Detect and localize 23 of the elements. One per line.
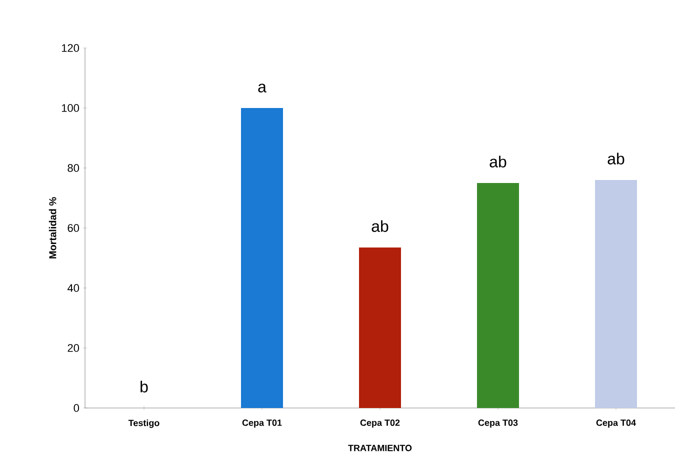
bar [477,182,519,408]
y-axis-title: Mortalidad % [48,197,56,258]
x-tick-label: Testigo [128,420,160,428]
annotation: b [140,380,148,392]
x-tick-label: Cepa T03 [478,420,518,428]
y-tick-label: 0 [74,404,80,412]
y-tick-label: 80 [68,164,80,172]
bar [359,247,401,408]
x-axis-title: TRATAMIENTO [348,444,412,452]
x-tick-label: Cepa T02 [360,420,400,428]
x-tick-label: Cepa T01 [242,420,282,428]
y-tick-label: 120 [62,44,80,52]
y-tick-label: 60 [68,224,80,232]
y-tick-label: 40 [67,284,80,292]
y-tick-label: 100 [62,104,80,112]
bar [241,108,283,408]
annotation: ab [490,156,506,168]
x-tick-label: Cepa T04 [596,420,636,428]
annotation: ab [372,220,388,232]
y-tick-label: 20 [68,344,80,352]
bar [594,180,637,408]
annotation: a [258,84,266,92]
annotation: ab [608,152,624,164]
